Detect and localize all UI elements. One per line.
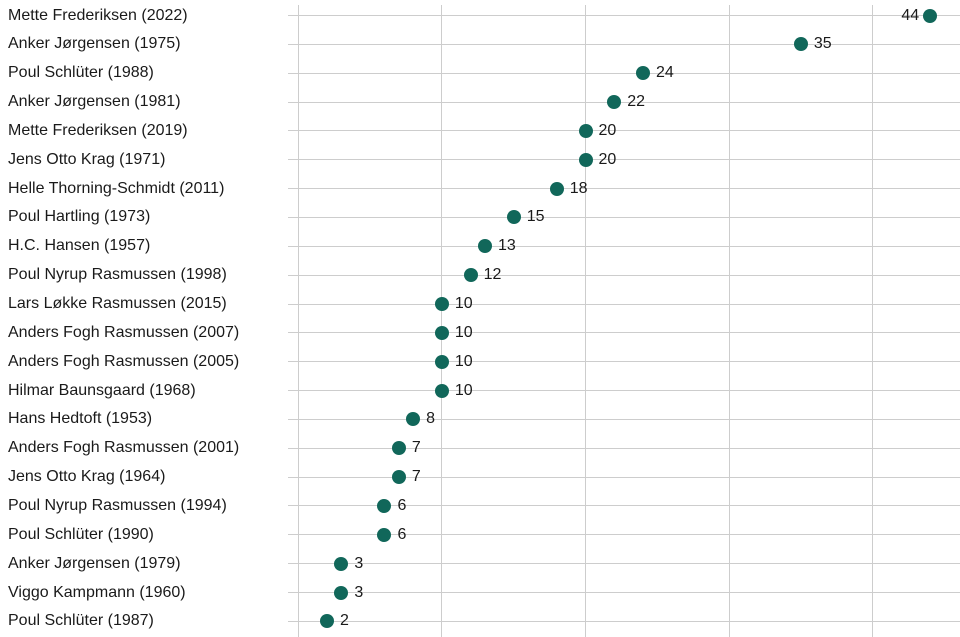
data-point-dot (434, 325, 449, 340)
category-label: Mette Frederiksen (2022) (8, 6, 188, 24)
value-label: 8 (426, 410, 436, 428)
value-label: 7 (411, 439, 421, 457)
category-label: Lars Løkke Rasmussen (2015) (8, 295, 227, 312)
gridline-horizontal (288, 43, 960, 45)
value-label: 44 (901, 6, 920, 24)
gridline-horizontal (288, 159, 960, 161)
value-label: 12 (483, 266, 502, 284)
data-point-dot (334, 556, 349, 571)
category-label: Poul Nyrup Rasmussen (1998) (8, 266, 227, 284)
value-label: 3 (354, 583, 364, 601)
data-point-dot (334, 585, 349, 600)
gridline-horizontal (288, 563, 960, 565)
value-label: 7 (411, 468, 421, 486)
data-point-dot (391, 470, 406, 485)
gridline-horizontal (288, 592, 960, 593)
gridline-vertical (297, 5, 299, 637)
value-label: 15 (526, 208, 545, 226)
value-label: 20 (598, 150, 617, 168)
category-label: Poul Schlüter (1990) (8, 525, 154, 543)
gridline-vertical (728, 5, 730, 637)
gridline-horizontal (288, 447, 960, 449)
data-point-dot (434, 354, 449, 369)
value-label: 24 (655, 64, 674, 82)
value-label: 10 (454, 352, 473, 370)
data-point-dot (793, 37, 808, 52)
value-label: 35 (813, 35, 832, 53)
gridline-vertical (872, 5, 874, 637)
data-point-dot (377, 527, 392, 542)
data-point-dot (635, 66, 650, 81)
data-point-dot (549, 181, 564, 196)
value-label: 10 (454, 381, 473, 399)
value-label: 10 (454, 295, 473, 312)
category-label: Anker Jørgensen (1981) (8, 93, 181, 111)
data-point-dot (434, 297, 449, 311)
value-label: 18 (569, 179, 588, 197)
category-label: Poul Schlüter (1988) (8, 64, 154, 82)
category-label: Poul Hartling (1973) (8, 208, 151, 226)
category-label: Hilmar Baunsgaard (1968) (8, 381, 196, 399)
category-label: Mette Frederiksen (2019) (8, 121, 188, 139)
gridline-horizontal (288, 534, 960, 536)
gridline-horizontal (288, 72, 960, 74)
value-label: 2 (340, 612, 349, 630)
data-point-dot (477, 239, 492, 254)
data-point-dot (463, 268, 478, 283)
category-label: Jens Otto Krag (1971) (8, 150, 166, 168)
data-point-dot (506, 210, 521, 225)
gridline-horizontal (288, 505, 960, 507)
value-label: 13 (497, 237, 516, 255)
data-point-dot (434, 383, 449, 398)
category-label: H.C. Hansen (1957) (8, 237, 151, 255)
gridline-vertical (441, 5, 443, 637)
category-label: Poul Nyrup Rasmussen (1994) (8, 496, 227, 514)
data-point-dot (377, 498, 392, 513)
data-point-dot (406, 412, 421, 427)
gridline-horizontal (288, 101, 960, 103)
gridline-horizontal (288, 303, 960, 305)
data-point-dot (320, 614, 335, 629)
value-label: 6 (397, 525, 407, 543)
category-label: Anders Fogh Rasmussen (2007) (8, 323, 240, 341)
gridline-horizontal (288, 245, 960, 247)
value-label: 3 (354, 554, 364, 572)
data-point-dot (923, 8, 938, 23)
category-label: Anker Jørgensen (1979) (8, 554, 181, 572)
gridline-horizontal (288, 216, 960, 218)
category-label: Hans Hedtoft (1953) (8, 410, 153, 428)
data-point-dot (578, 123, 593, 138)
category-label: Poul Schlüter (1987) (8, 612, 154, 630)
category-label: Helle Thorning-Schmidt (2011) (8, 179, 225, 197)
gridline-horizontal (288, 274, 960, 276)
category-label: Anders Fogh Rasmussen (2005) (8, 352, 240, 370)
value-label: 22 (627, 93, 646, 111)
category-label: Viggo Kampmann (1960) (8, 583, 186, 601)
gridline-horizontal (288, 620, 960, 622)
gridline-horizontal (288, 130, 960, 132)
gridline-horizontal (288, 361, 960, 363)
gridline-horizontal (288, 188, 960, 190)
gridline-horizontal (288, 476, 960, 478)
data-point-dot (607, 95, 622, 110)
value-label: 20 (598, 121, 617, 139)
gridline-vertical (585, 5, 586, 637)
gridline-horizontal (288, 15, 960, 16)
data-point-dot (391, 441, 406, 456)
data-point-dot (578, 152, 593, 167)
value-label: 6 (397, 496, 407, 514)
gridline-horizontal (288, 332, 960, 334)
category-label: Jens Otto Krag (1964) (8, 468, 166, 486)
gridline-horizontal (288, 390, 960, 392)
category-label: Anders Fogh Rasmussen (2001) (8, 439, 240, 457)
gridline-horizontal (288, 418, 960, 420)
category-label: Anker Jørgensen (1975) (8, 35, 181, 53)
value-label: 10 (454, 323, 473, 341)
